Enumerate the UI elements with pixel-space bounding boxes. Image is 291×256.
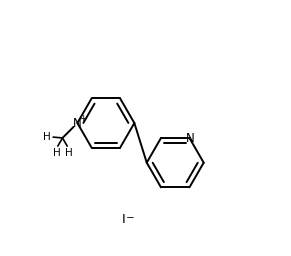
Text: H: H (53, 148, 61, 158)
Text: N: N (186, 132, 195, 144)
Text: −: − (126, 213, 134, 223)
Text: I: I (121, 213, 125, 226)
Text: +: + (79, 114, 87, 123)
Text: H: H (65, 148, 72, 158)
Text: N: N (73, 116, 82, 130)
Text: H: H (43, 132, 51, 142)
